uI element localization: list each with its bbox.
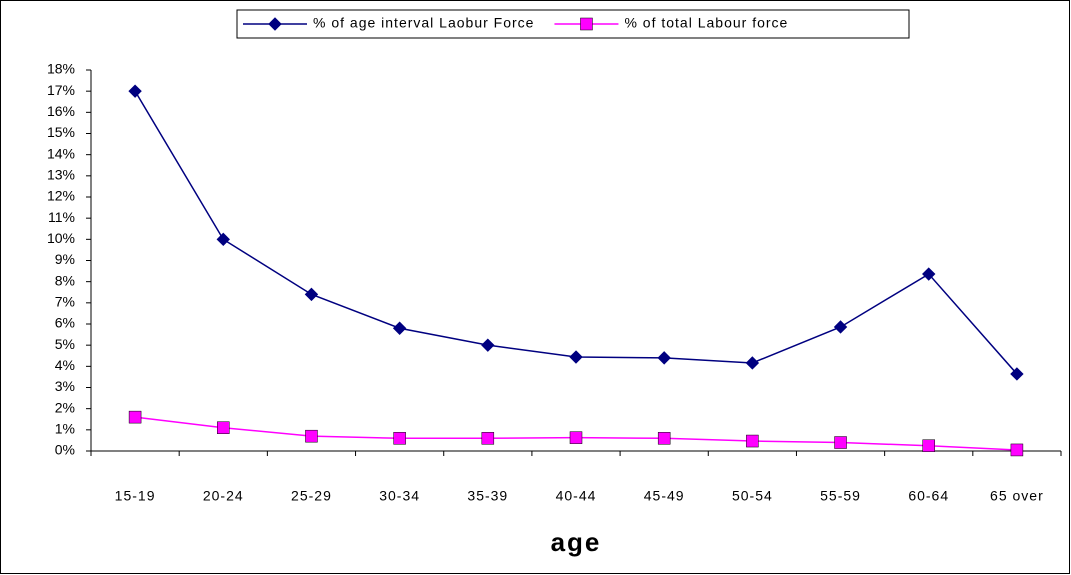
- y-tick-label: 7%: [55, 294, 75, 310]
- data-point: [216, 232, 230, 247]
- data-point: [1010, 367, 1024, 381]
- y-tick-label: 12%: [47, 188, 75, 204]
- data-point: [128, 84, 142, 98]
- data-point: [128, 410, 142, 424]
- data-point: [922, 439, 935, 452]
- x-tick-label: 25-29: [291, 488, 332, 504]
- y-tick-label: 13%: [47, 167, 75, 183]
- y-tick-label: 14%: [47, 145, 75, 161]
- data-point: [922, 267, 936, 281]
- data-point: [305, 429, 318, 443]
- x-tick-label: 60-64: [908, 488, 949, 504]
- y-tick-label: 15%: [47, 124, 75, 140]
- x-tick-label: 30-34: [379, 488, 420, 504]
- x-tick-label: 40-44: [556, 488, 597, 504]
- x-axis-title: age: [551, 527, 602, 557]
- y-tick-label: 5%: [55, 336, 75, 352]
- data-point: [1010, 443, 1024, 457]
- x-tick-label: 15-19: [115, 488, 156, 504]
- data-point: [304, 287, 319, 302]
- data-point: [657, 432, 671, 445]
- y-tick-label: 8%: [55, 272, 75, 288]
- y-tick-label: 6%: [55, 315, 75, 331]
- x-tick-label: 55-59: [820, 488, 861, 504]
- y-tick-label: 11%: [48, 209, 75, 225]
- x-tick-label: 35-39: [467, 488, 508, 504]
- legend-label: % of total Labour force: [624, 15, 788, 31]
- legend-label: % of age interval Laobur Force: [313, 15, 534, 31]
- data-point: [834, 436, 847, 449]
- legend-marker: [580, 17, 593, 31]
- x-tick-label: 50-54: [732, 488, 773, 504]
- x-tick-label: 45-49: [644, 488, 685, 504]
- data-point: [746, 434, 759, 448]
- data-point: [833, 320, 848, 334]
- data-point: [657, 351, 671, 365]
- y-tick-label: 4%: [55, 357, 75, 373]
- data-point: [392, 321, 407, 335]
- y-tick-label: 17%: [47, 82, 75, 98]
- data-point: [481, 338, 495, 352]
- x-tick-label: 65 over: [990, 488, 1044, 504]
- y-tick-label: 9%: [55, 251, 75, 267]
- y-tick-label: 0%: [55, 442, 75, 458]
- y-tick-label: 3%: [55, 378, 75, 394]
- data-point: [569, 431, 583, 444]
- y-tick-label: 1%: [55, 421, 75, 437]
- legend-marker: [268, 17, 282, 31]
- y-tick-label: 18%: [47, 61, 75, 77]
- data-point: [217, 421, 230, 434]
- data-point: [745, 356, 760, 370]
- data-point: [393, 432, 406, 445]
- y-tick-label: 16%: [47, 103, 75, 119]
- y-tick-label: 10%: [47, 230, 75, 246]
- data-point: [481, 432, 495, 445]
- x-tick-label: 20-24: [203, 488, 244, 504]
- data-point: [569, 350, 583, 364]
- y-tick-label: 2%: [55, 399, 75, 415]
